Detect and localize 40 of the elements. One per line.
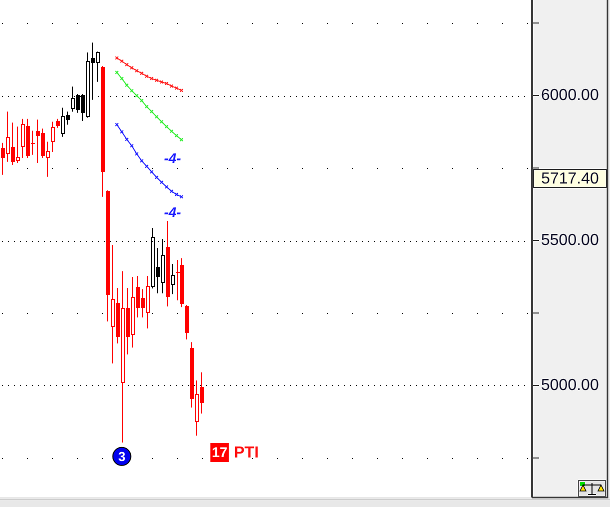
point bbox=[150, 76, 154, 80]
candlestick bbox=[176, 259, 180, 301]
point bbox=[140, 71, 144, 76]
y-tick-label: 5500.00 bbox=[541, 232, 599, 249]
point bbox=[160, 120, 164, 124]
point bbox=[140, 158, 144, 163]
candlestick bbox=[171, 264, 175, 295]
candlestick bbox=[185, 304, 189, 340]
point bbox=[154, 78, 159, 82]
point bbox=[120, 59, 124, 64]
annotation: PTI bbox=[234, 444, 259, 462]
point bbox=[150, 170, 154, 174]
point bbox=[134, 68, 139, 73]
point bbox=[130, 88, 134, 93]
candlestick bbox=[180, 258, 184, 308]
point bbox=[124, 62, 129, 67]
annotation: -4- bbox=[164, 204, 182, 220]
text: 5717.40 bbox=[541, 170, 600, 188]
annotation: 3 bbox=[118, 449, 126, 464]
point bbox=[144, 104, 149, 109]
candlestick bbox=[101, 66, 105, 198]
point bbox=[160, 180, 164, 184]
point bbox=[124, 137, 129, 142]
point bbox=[130, 66, 134, 70]
point bbox=[164, 124, 168, 129]
point bbox=[144, 164, 149, 168]
candlestick bbox=[166, 220, 170, 307]
point bbox=[130, 144, 134, 148]
candlestick bbox=[56, 118, 60, 128]
point bbox=[124, 83, 129, 88]
y-tick-label: 5000.00 bbox=[541, 376, 599, 394]
point bbox=[134, 152, 139, 156]
y-tick-label: 6000.00 bbox=[541, 87, 599, 104]
annotation: 17 bbox=[212, 444, 228, 460]
annotation: -4- bbox=[164, 150, 182, 166]
point bbox=[134, 94, 139, 98]
candlestick bbox=[51, 121, 55, 152]
point bbox=[154, 114, 159, 119]
point bbox=[144, 74, 149, 78]
point bbox=[120, 130, 124, 134]
